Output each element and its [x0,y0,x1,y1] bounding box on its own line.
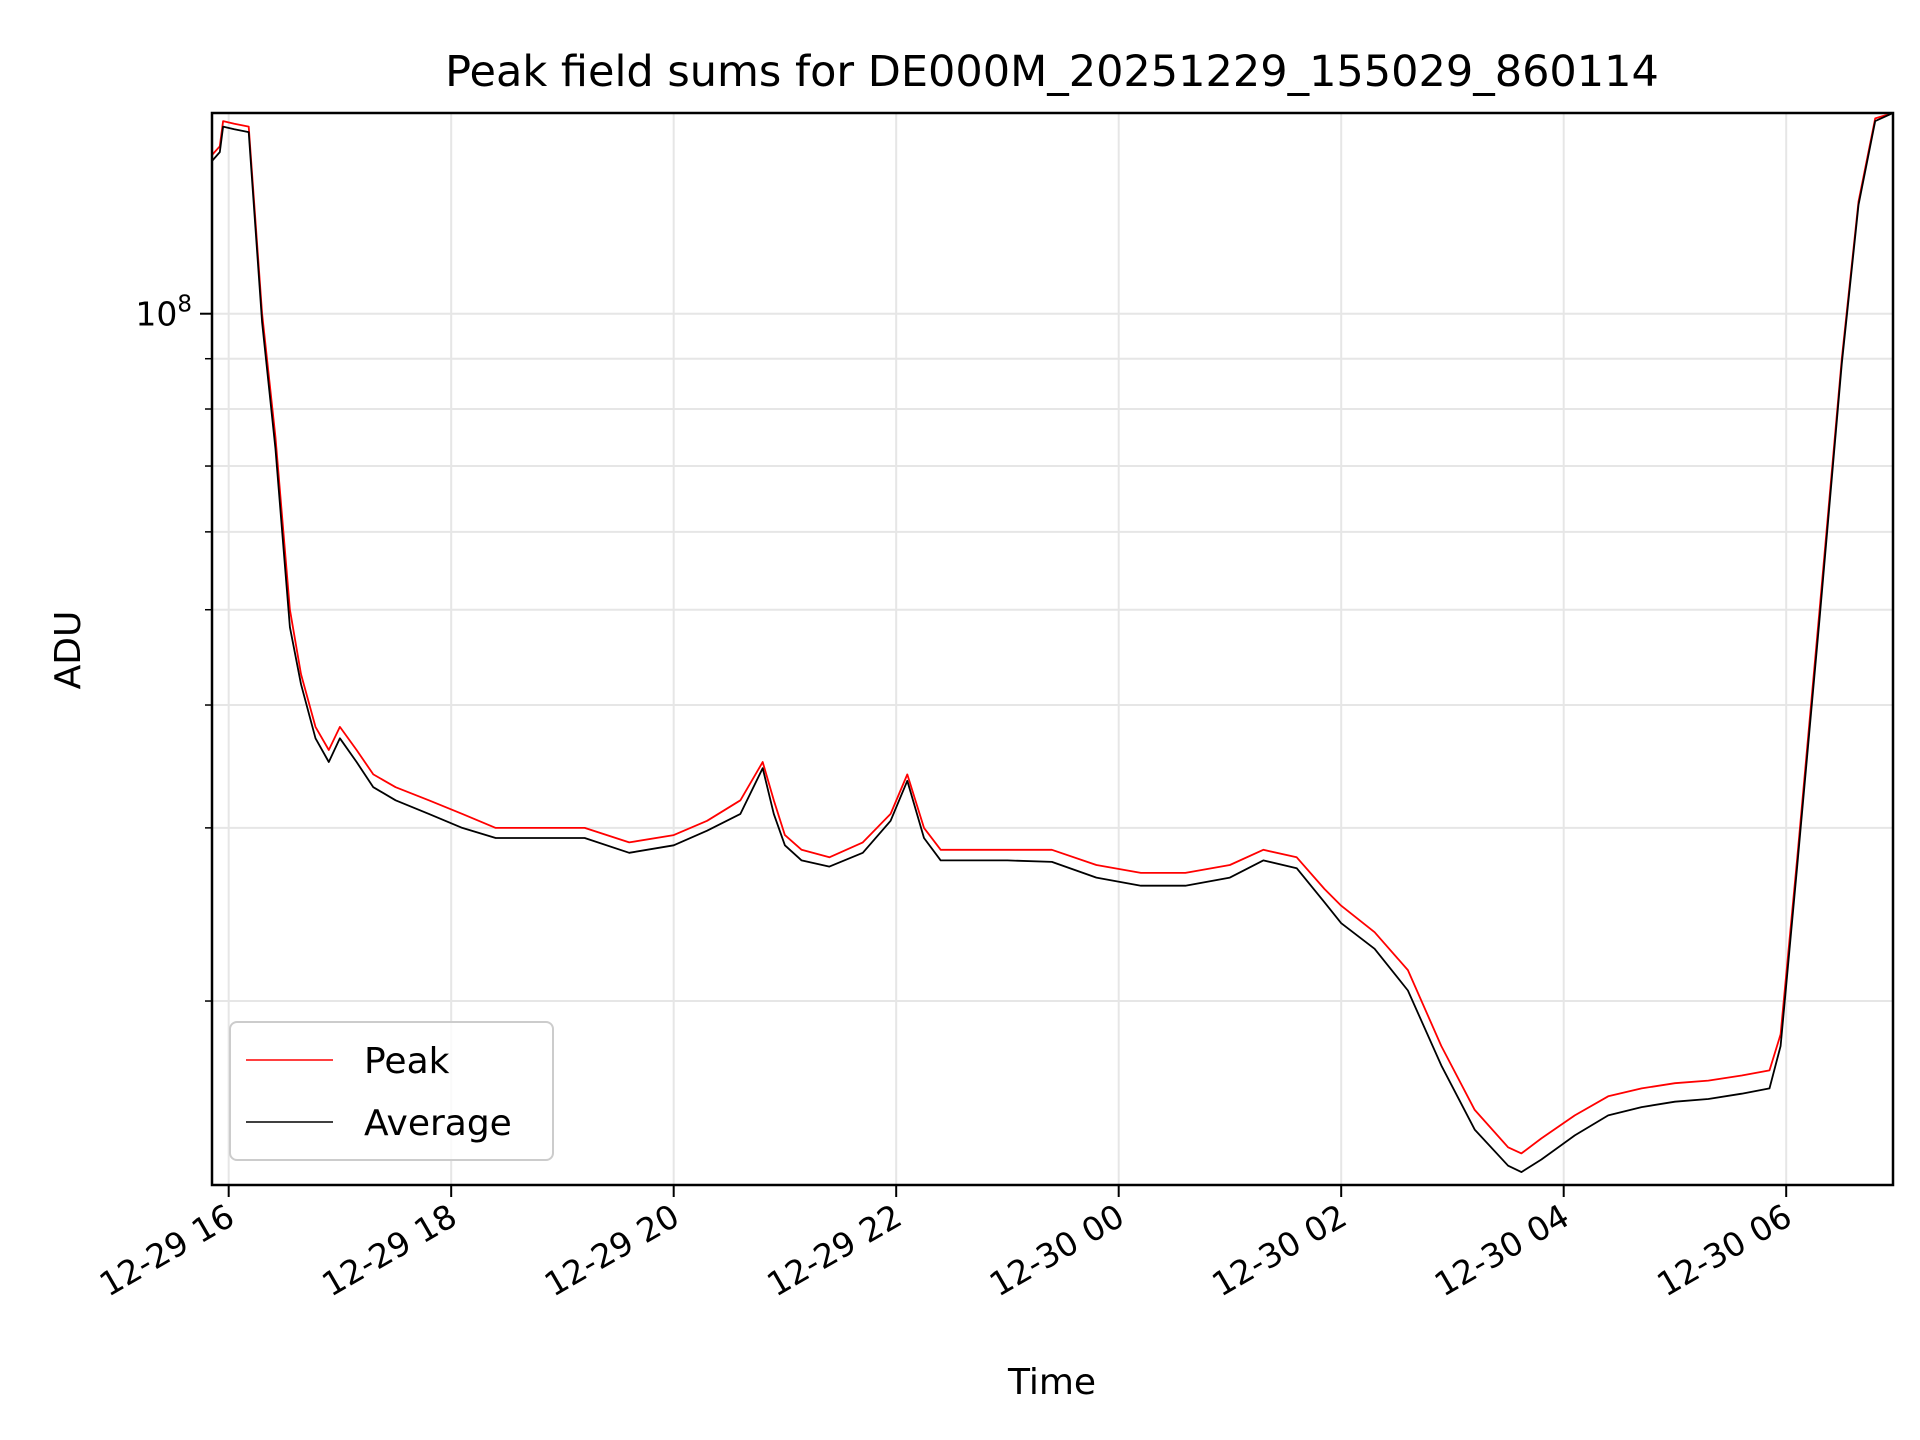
x-tick-label: 12-29 22 [760,1196,908,1304]
series-line-peak [212,113,1893,1155]
legend-label-peak: Peak [364,1041,450,1082]
x-tick-label: 12-29 16 [93,1196,241,1304]
legend-label-average: Average [364,1103,512,1144]
x-axis-label: Time [1007,1362,1096,1403]
y-axis-label: ADU [48,611,89,690]
x-tick-label: 12-30 00 [983,1196,1131,1304]
grid [212,113,1893,1185]
series-line-average [212,113,1893,1173]
x-tick-label: 12-29 18 [315,1196,463,1304]
x-tick-label: 12-30 02 [1205,1196,1353,1304]
chart-title: Peak field sums for DE000M_20251229_1550… [445,47,1659,97]
x-tick-label: 12-29 20 [538,1196,686,1304]
y-tick-label: 108 [135,292,192,334]
legend: Peak Average [229,1021,554,1161]
x-tick-label: 12-30 06 [1650,1196,1798,1304]
series-layer [212,113,1893,1173]
x-tick-label: 12-30 04 [1428,1196,1576,1304]
legend-box [229,1021,554,1161]
plot-frame [210,111,1895,1187]
